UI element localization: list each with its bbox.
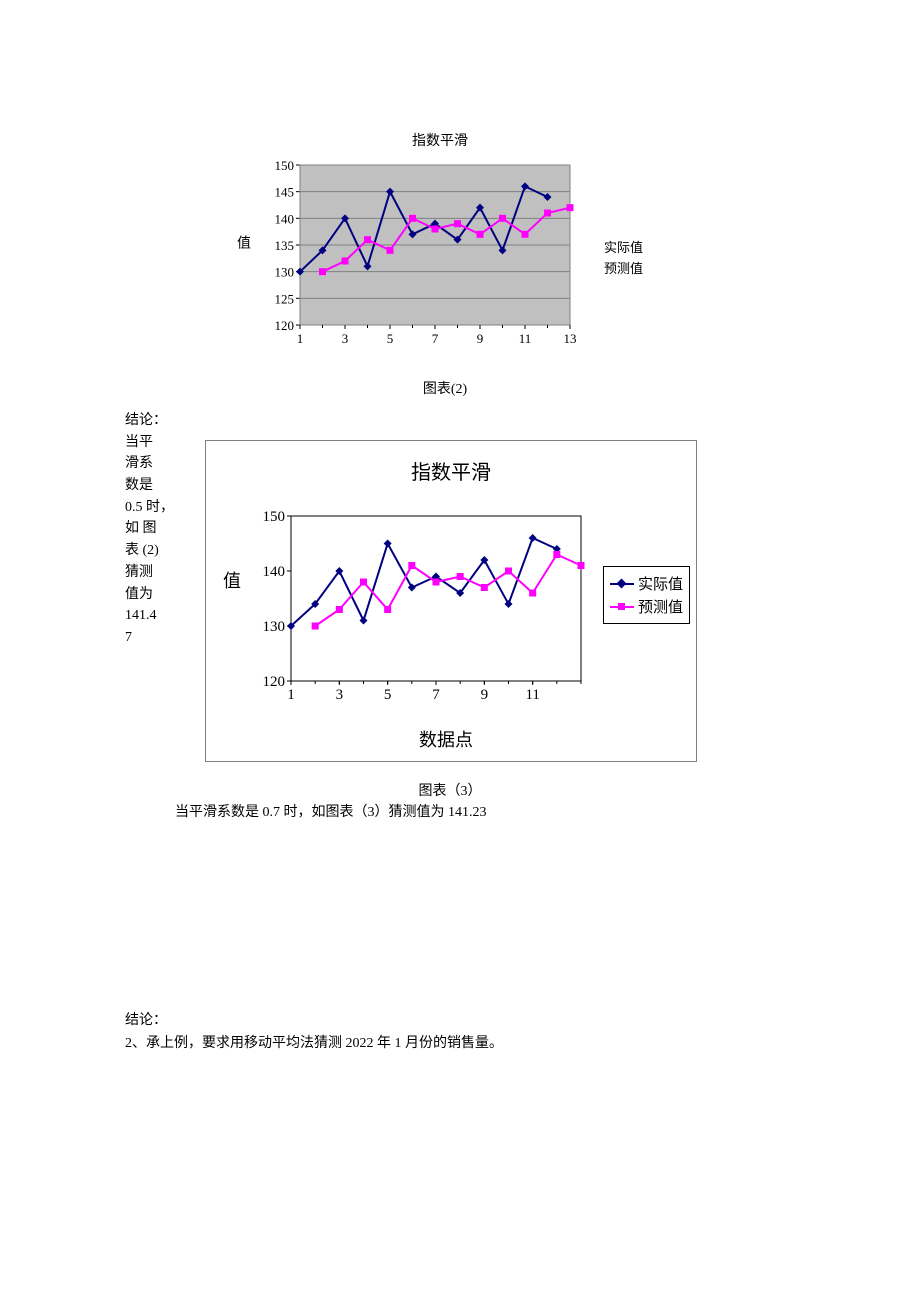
svg-text:130: 130	[263, 619, 286, 635]
svg-text:13: 13	[564, 331, 577, 346]
chart2-note: 当平滑系数是 0.7 时，如图表（3）猜测值为 141.23	[175, 802, 487, 824]
chart2-ylabel: 值	[218, 571, 244, 589]
legend-line-forecast	[610, 606, 634, 608]
side-conclusion-text: 结论：当平滑系数是0.5 时，如 图表 (2)猜测值为141.47	[125, 410, 185, 649]
chart2-xlabel: 数据点	[246, 726, 646, 752]
chart1-caption: 图表(2)	[395, 378, 495, 398]
question-2: 2、承上例，要求用移动平均法猜测 2022 年 1 月份的销售量。	[125, 1033, 503, 1055]
chart2-legend-actual: 实际值	[638, 573, 683, 594]
svg-text:140: 140	[275, 211, 295, 226]
svg-text:3: 3	[342, 331, 349, 346]
svg-text:1: 1	[287, 687, 295, 703]
svg-text:120: 120	[263, 674, 286, 690]
svg-text:150: 150	[263, 509, 286, 525]
svg-text:1: 1	[297, 331, 304, 346]
chart2-plot: 120 130 140 150 1 3 5 7 9 11	[246, 496, 646, 716]
chart1-title: 指数平滑	[380, 130, 500, 150]
svg-text:9: 9	[481, 687, 489, 703]
svg-text:11: 11	[525, 687, 539, 703]
svg-text:5: 5	[384, 687, 392, 703]
chart1-legend: 实际值 预测值	[604, 235, 643, 279]
chart2-frame: 指数平滑 120 130 140 150 1 3 5 7 9 11 值 数据点 实际值 预测值	[205, 440, 697, 762]
svg-text:7: 7	[432, 331, 439, 346]
conclusion-heading: 结论：	[125, 1010, 167, 1032]
svg-text:125: 125	[275, 291, 295, 306]
svg-text:7: 7	[432, 687, 440, 703]
svg-text:9: 9	[477, 331, 484, 346]
chart1-ylabel: 值	[232, 235, 252, 249]
svg-text:5: 5	[387, 331, 394, 346]
legend-line-actual	[610, 583, 634, 585]
svg-text:11: 11	[519, 331, 532, 346]
svg-text:140: 140	[263, 564, 286, 580]
svg-text:120: 120	[275, 318, 295, 333]
chart2-legend-forecast: 预测值	[638, 596, 683, 617]
chart2-caption: 图表（3）	[380, 780, 520, 800]
svg-text:135: 135	[275, 238, 295, 253]
square-icon	[618, 603, 625, 610]
svg-text:145: 145	[275, 185, 295, 200]
diamond-icon	[617, 578, 627, 588]
chart1-legend-forecast: 预测值	[604, 258, 643, 277]
svg-text:150: 150	[275, 158, 295, 173]
svg-text:130: 130	[275, 265, 295, 280]
svg-text:3: 3	[336, 687, 344, 703]
chart1-legend-actual: 实际值	[604, 237, 643, 256]
chart2-legend: 实际值 预测值	[603, 566, 690, 624]
chart1-plot: 120125130135140145150135791113	[260, 155, 580, 355]
chart2-title: 指数平滑	[206, 456, 696, 485]
